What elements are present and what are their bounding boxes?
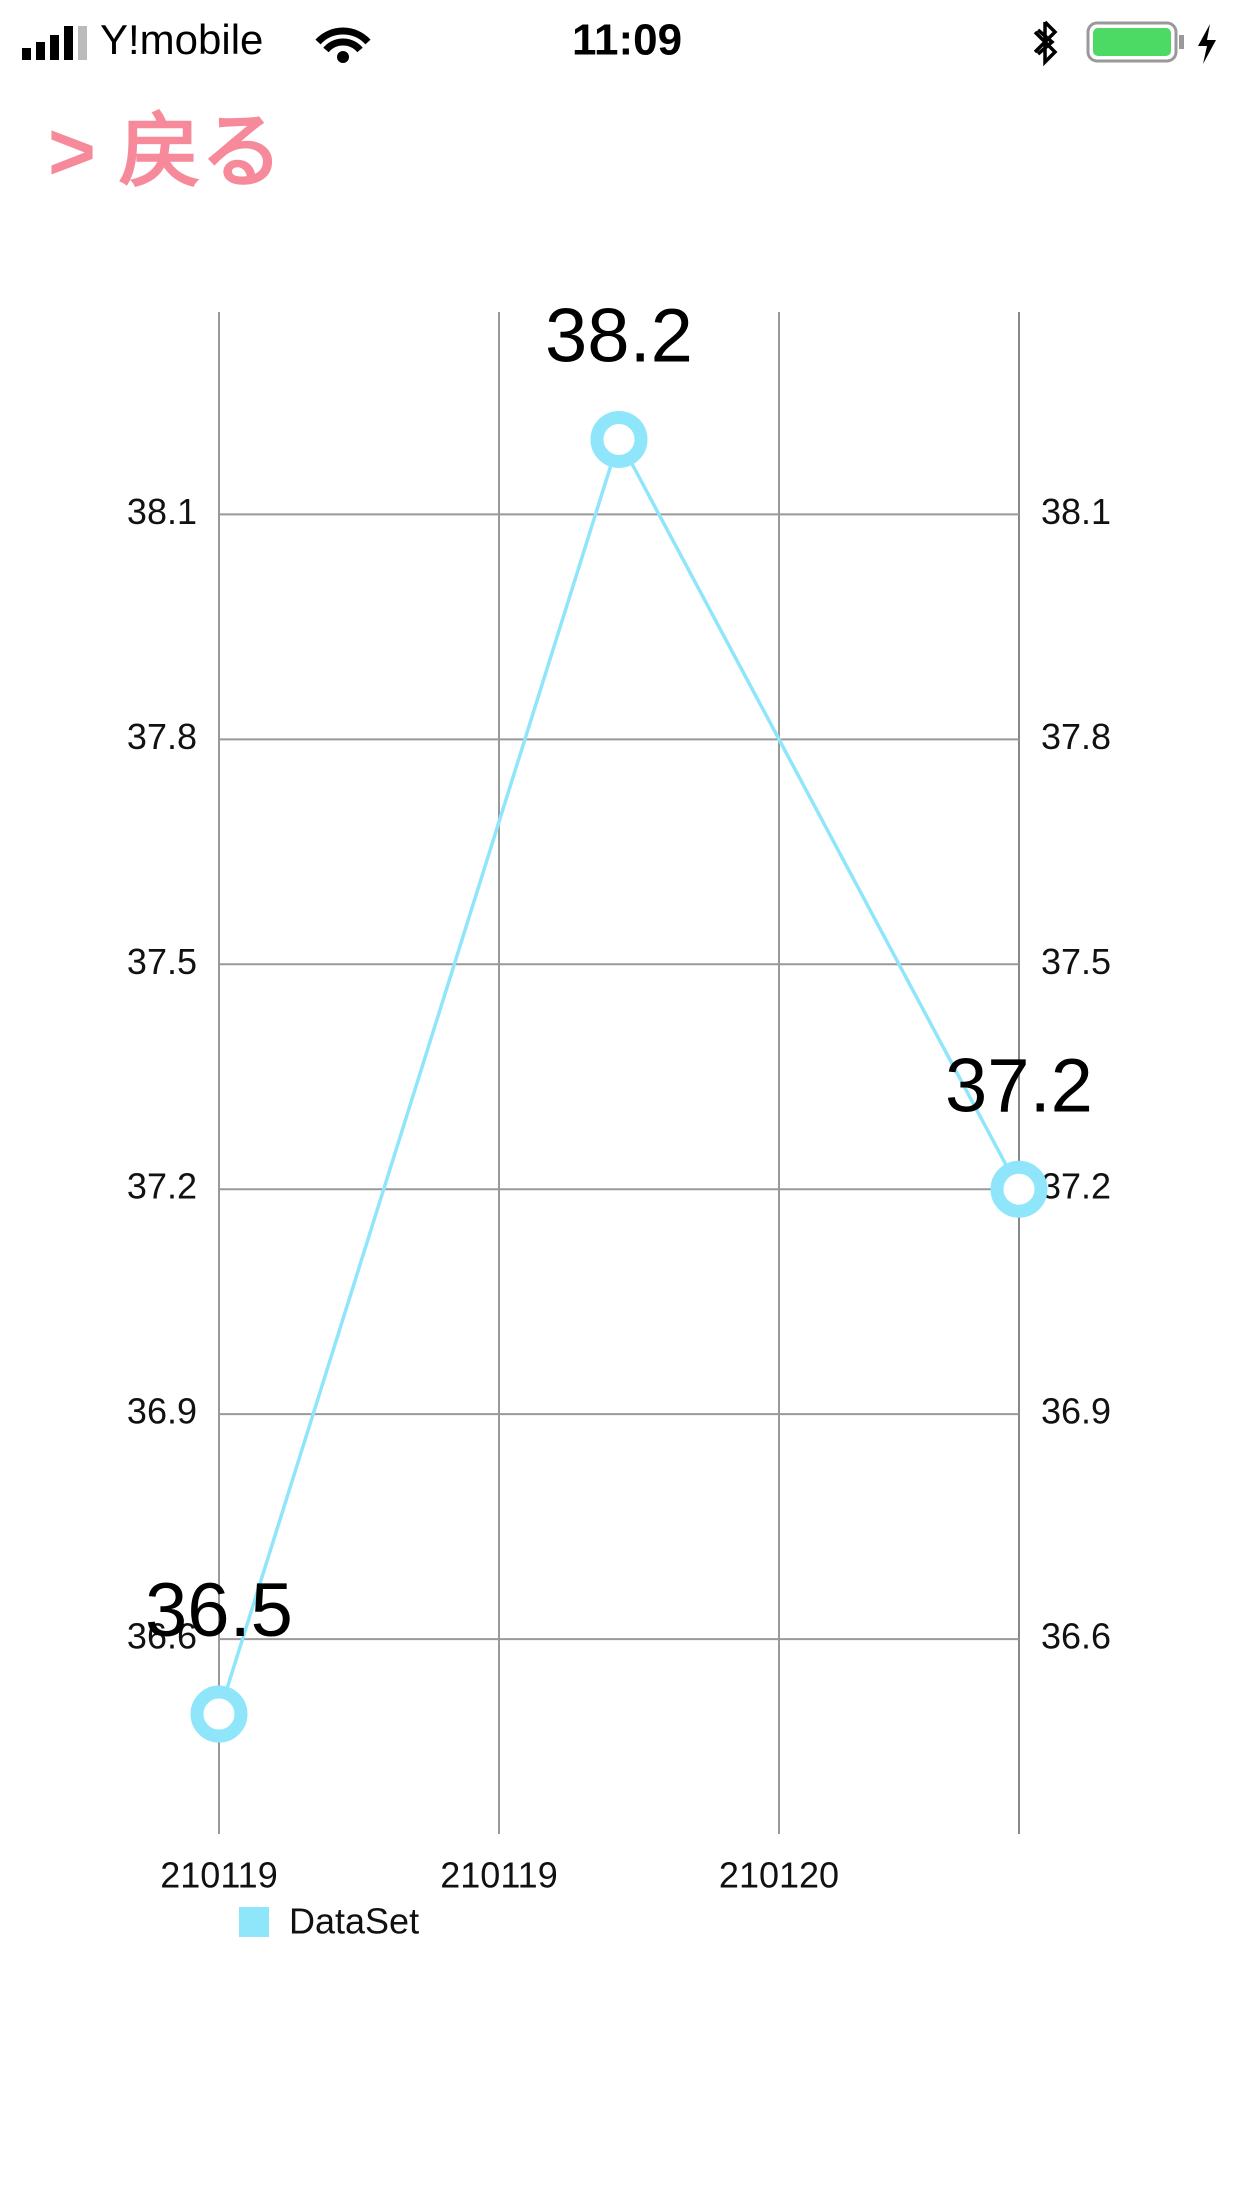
- legend-swatch: [239, 1907, 269, 1937]
- y-tick-label: 37.5: [127, 941, 197, 982]
- data-line: [217, 434, 1021, 1715]
- clock: 11:09: [572, 16, 682, 65]
- y2-tick-label: 37.2: [1041, 1166, 1111, 1207]
- data-point: [990, 1160, 1048, 1218]
- data-label: 38.2: [545, 294, 693, 379]
- chart: 36.6 36.6 36.9 36.9 37.2 37.2 37.5 37.5 37.8 37.8…: [127, 294, 1111, 1942]
- charging-icon: [1198, 24, 1216, 64]
- signal-bar: [78, 26, 87, 60]
- signal-bar: [36, 42, 45, 60]
- wifi-icon: [337, 51, 349, 63]
- data-label: 37.2: [945, 1043, 1093, 1128]
- y-tick-label: 36.6: [127, 1616, 197, 1657]
- y2-tick-label: 38.1: [1041, 491, 1111, 532]
- status-bar: Y!mobile 11:09: [22, 16, 1216, 67]
- legend-label: DataSet: [289, 1901, 419, 1942]
- y2-tick-label: 37.5: [1041, 941, 1111, 982]
- y-tick-label: 36.9: [127, 1391, 197, 1432]
- y-tick-label: 37.8: [127, 716, 197, 757]
- x-tick-label: 210119: [440, 1855, 557, 1896]
- x-tick-label: 210120: [719, 1855, 839, 1896]
- data-point: [590, 410, 648, 468]
- y2-tick-label: 36.9: [1041, 1391, 1111, 1432]
- y2-tick-label: 37.8: [1041, 716, 1111, 757]
- battery-tip: [1179, 35, 1184, 49]
- signal-bar: [22, 48, 31, 60]
- wifi-icon: [315, 27, 371, 53]
- battery-level: [1093, 28, 1171, 56]
- battery: [1086, 21, 1178, 63]
- carrier: Y!mobile: [100, 16, 263, 63]
- data-label: 36.5: [145, 1568, 293, 1653]
- x-tick-label: 210119: [160, 1855, 277, 1896]
- bluetooth-icon: [1033, 20, 1058, 67]
- data-point: [190, 1685, 248, 1743]
- y2-tick-label: 36.6: [1041, 1616, 1111, 1657]
- signal-bar: [64, 26, 73, 60]
- back-button[interactable]: > 戻る: [48, 107, 283, 198]
- y-tick-label: 37.2: [127, 1166, 197, 1207]
- y-tick-label: 38.1: [127, 491, 197, 532]
- signal-bar: [50, 35, 59, 60]
